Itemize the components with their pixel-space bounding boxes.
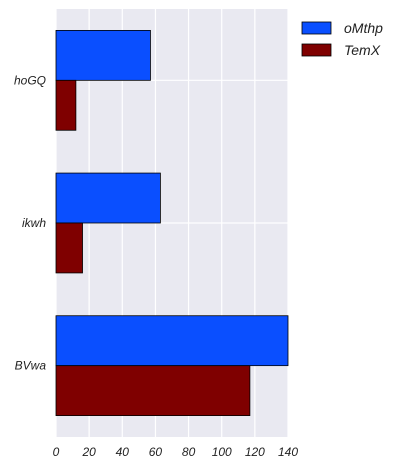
x-tick-label: 100 <box>212 445 232 459</box>
y-tick-label: BVwa <box>15 359 47 373</box>
legend: oMthp TemX <box>301 20 383 58</box>
legend-label: oMthp <box>344 20 383 36</box>
legend-label: TemX <box>344 42 381 58</box>
x-tick-label: 80 <box>182 445 196 459</box>
bar-TemX-ikwh <box>55 222 83 274</box>
bar-oMthp-ikwh <box>55 172 161 224</box>
bar-oMthp-BVwa <box>55 315 289 367</box>
y-tick-label: hoGQ <box>14 73 46 87</box>
legend-swatch <box>301 21 332 35</box>
x-tick-label: 60 <box>149 445 163 459</box>
bar-oMthp-hoGQ <box>55 29 151 81</box>
x-tick-label: 140 <box>278 445 298 459</box>
legend-swatch <box>301 43 332 57</box>
x-tick-label: 0 <box>53 445 60 459</box>
bars <box>55 29 289 416</box>
y-tick-label: ikwh <box>22 216 46 230</box>
y-tick-labels: hoGQ ikwh BVwa <box>14 73 46 372</box>
x-tick-label: 20 <box>81 445 96 459</box>
x-tick-label: 120 <box>245 445 265 459</box>
bar-TemX-hoGQ <box>55 79 77 131</box>
x-tick-labels: 0 20 40 60 80 100 120 140 <box>53 445 299 459</box>
x-tick-label: 40 <box>116 445 130 459</box>
bar-TemX-BVwa <box>55 365 251 416</box>
